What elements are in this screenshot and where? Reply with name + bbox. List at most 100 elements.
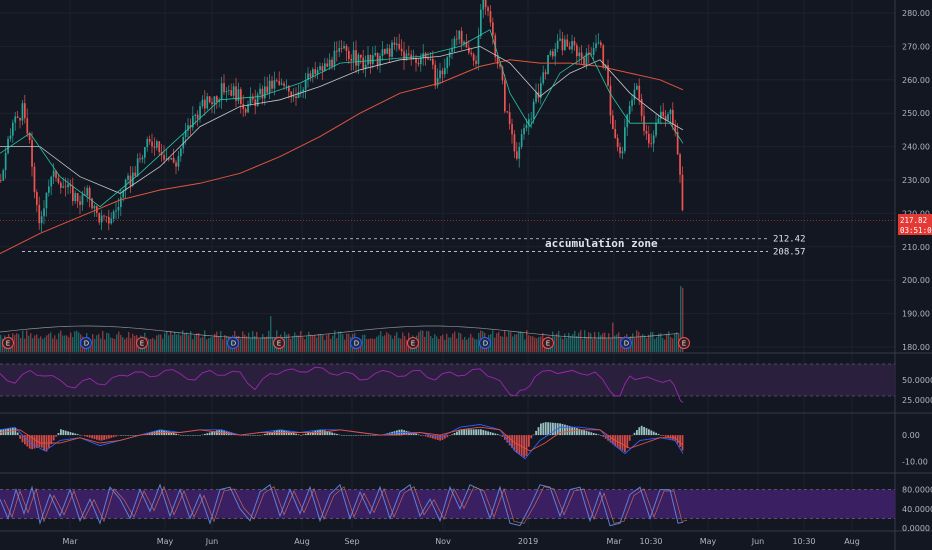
macd-histogram-bar (576, 428, 578, 436)
volume-bar (132, 333, 134, 352)
candle-body (319, 66, 321, 71)
volume-bar (428, 331, 430, 352)
candle-body (367, 54, 369, 65)
countdown-value: 03:51:02 (900, 226, 932, 235)
candle-body (609, 85, 612, 116)
candle-body (189, 125, 192, 128)
macd-histogram-bar (362, 435, 365, 436)
price-axis[interactable]: 280.00 270.00 260.00 250.00 240.00 230.00 220.… (902, 9, 930, 352)
volume-bar (554, 335, 556, 352)
candle-body (532, 101, 535, 119)
macd-histogram-bar (16, 432, 19, 436)
macd-histogram-bar (628, 435, 631, 441)
candle-body (388, 48, 391, 57)
candle-body (48, 186, 50, 193)
candle-body (499, 64, 501, 67)
macd-histogram-bar (204, 433, 206, 436)
candle-body (331, 59, 333, 67)
candle-body (21, 103, 24, 121)
time-axis[interactable]: Mar May Jun Aug Sep Nov 2019 Mar 10:30 May Jun 10:3… (62, 537, 859, 546)
macd-histogram-bar (552, 422, 554, 436)
volume-bar (22, 330, 24, 352)
candle-body (621, 151, 624, 154)
volume-bar (72, 337, 74, 352)
volume-bar (616, 334, 618, 352)
macd-histogram-bar (100, 435, 103, 441)
earnings-marker[interactable] (273, 337, 285, 349)
volume-bar (78, 332, 80, 352)
macd-histogram-bar (441, 435, 444, 440)
candle-body (175, 162, 177, 167)
candle-body (350, 58, 353, 61)
volume-bar (76, 330, 78, 352)
candle-body (626, 114, 629, 128)
earnings-marker[interactable] (678, 337, 690, 349)
macd-histogram-bar (468, 429, 470, 436)
candle-body (664, 116, 667, 121)
macd-histogram-bar (477, 429, 480, 436)
volume-bar (604, 332, 606, 352)
macd-histogram-bar (422, 435, 425, 436)
dividend-marker[interactable] (479, 337, 491, 349)
candle-body (592, 48, 595, 56)
earnings-marker[interactable] (2, 337, 14, 349)
time-tick-label: Jun (205, 537, 219, 546)
volume-bar (126, 337, 128, 352)
candle-body (564, 39, 566, 51)
candle-body (379, 55, 381, 66)
macd-histogram-bar (117, 435, 120, 436)
macd-histogram-bar (31, 435, 33, 450)
macd-histogram-bar (643, 426, 645, 436)
stoch-tick-label: 80.0000 (902, 486, 932, 495)
macd-histogram-bar (307, 433, 309, 436)
candle-body (199, 106, 201, 119)
macd-histogram-bar (76, 434, 79, 436)
volume-bar (222, 338, 224, 352)
volume-bar (40, 336, 42, 352)
candle-body (100, 215, 103, 223)
earnings-marker[interactable] (407, 337, 419, 349)
macd-histogram-bar (60, 429, 62, 436)
volume-bar (586, 337, 588, 352)
macd-histogram-bar (434, 435, 437, 440)
volume-bar (122, 337, 124, 352)
macd-histogram-bar (345, 435, 348, 436)
macd-histogram-bar (182, 435, 185, 436)
volume-bar (674, 333, 676, 352)
dividend-marker[interactable] (350, 337, 362, 349)
volume-bar (38, 338, 40, 352)
macd-histogram-bar (465, 429, 468, 436)
macd-histogram-bar (256, 435, 259, 436)
earnings-marker[interactable] (542, 337, 554, 349)
time-tick-label: Aug (844, 537, 860, 546)
macd-histogram-bar (357, 435, 360, 436)
volume-bar (600, 335, 602, 352)
dividend-marker[interactable] (620, 337, 632, 349)
volume-bar (462, 339, 464, 352)
candle-body (482, 0, 485, 10)
earnings-marker[interactable] (136, 337, 148, 349)
dividend-marker[interactable] (80, 337, 92, 349)
candle-body (657, 118, 660, 123)
volume-bar (124, 339, 126, 352)
macd-histogram-bar (62, 429, 65, 436)
macd-histogram-bar (602, 435, 605, 437)
candle-body (612, 115, 614, 129)
candle-body (326, 63, 329, 67)
candle-body (489, 11, 492, 23)
volume-bar (438, 338, 440, 352)
candle-body (144, 147, 146, 158)
volume-bar (204, 330, 206, 352)
macd-histogram-bar (559, 423, 561, 436)
macd-histogram-bar (681, 435, 684, 451)
volume-bar (156, 335, 158, 352)
event-marker-label: D (231, 340, 236, 348)
candle-body (348, 50, 350, 59)
stoch-tick-label: 40.0000 (902, 505, 932, 514)
macd-histogram-bar (612, 435, 614, 445)
candle-body (196, 114, 199, 119)
candle-body (36, 192, 38, 205)
macd-histogram-bar (595, 433, 597, 436)
macd-histogram-bar (484, 430, 487, 436)
dividend-marker[interactable] (227, 337, 239, 349)
